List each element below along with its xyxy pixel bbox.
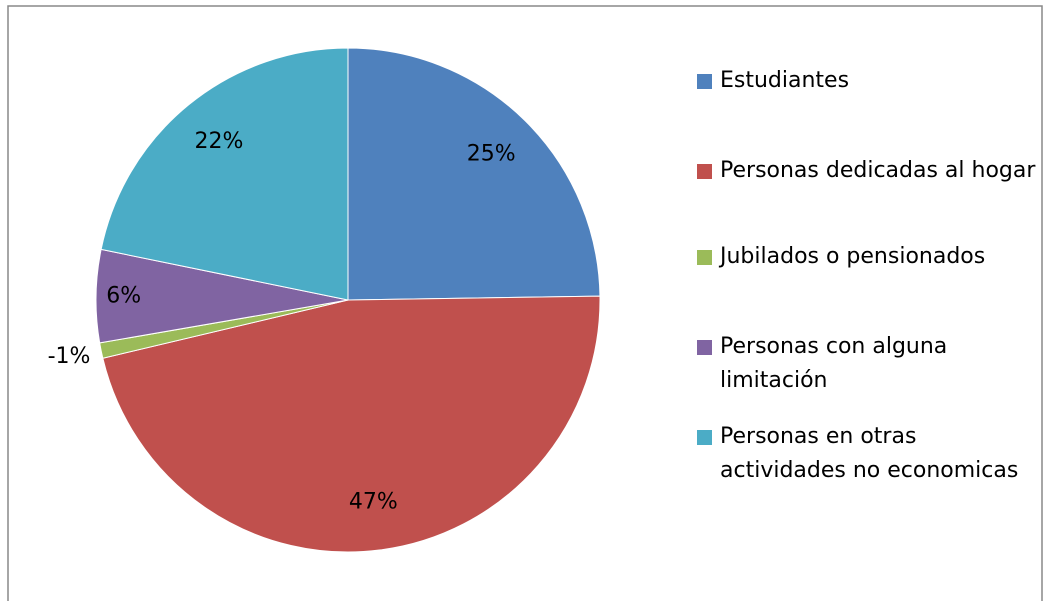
data-label: 22%: [195, 129, 244, 154]
data-label: 47%: [349, 490, 398, 515]
legend-entry: Personas en otras actividades no economi…: [697, 420, 1037, 488]
legend-label: Personas en otras actividades no economi…: [720, 424, 1019, 483]
pie-slice: [100, 47, 349, 301]
legend-label: Personas dedicadas al hogar: [720, 158, 1036, 183]
legend-label: Jubilados o pensionados: [720, 244, 986, 269]
data-label: -1%: [48, 344, 91, 369]
legend-swatch: [697, 250, 712, 265]
legend-swatch: [697, 430, 712, 445]
legend-entry: Jubilados o pensionados: [697, 240, 1037, 274]
pie-slice: [347, 47, 601, 301]
legend-entry: Personas dedicadas al hogar: [697, 154, 1037, 188]
pie-slice: [102, 295, 601, 553]
legend-swatch: [697, 74, 712, 89]
legend-swatch: [697, 340, 712, 355]
legend-swatch: [697, 164, 712, 179]
chart-border: [7, 5, 1043, 601]
data-label: 6%: [106, 284, 141, 309]
legend-entry: Estudiantes: [697, 64, 1037, 98]
legend-label: Estudiantes: [720, 68, 850, 93]
legend-label: Personas con alguna limitación: [720, 334, 948, 393]
data-label: 25%: [467, 142, 516, 167]
legend-entry: Personas con alguna limitación: [697, 330, 1037, 398]
